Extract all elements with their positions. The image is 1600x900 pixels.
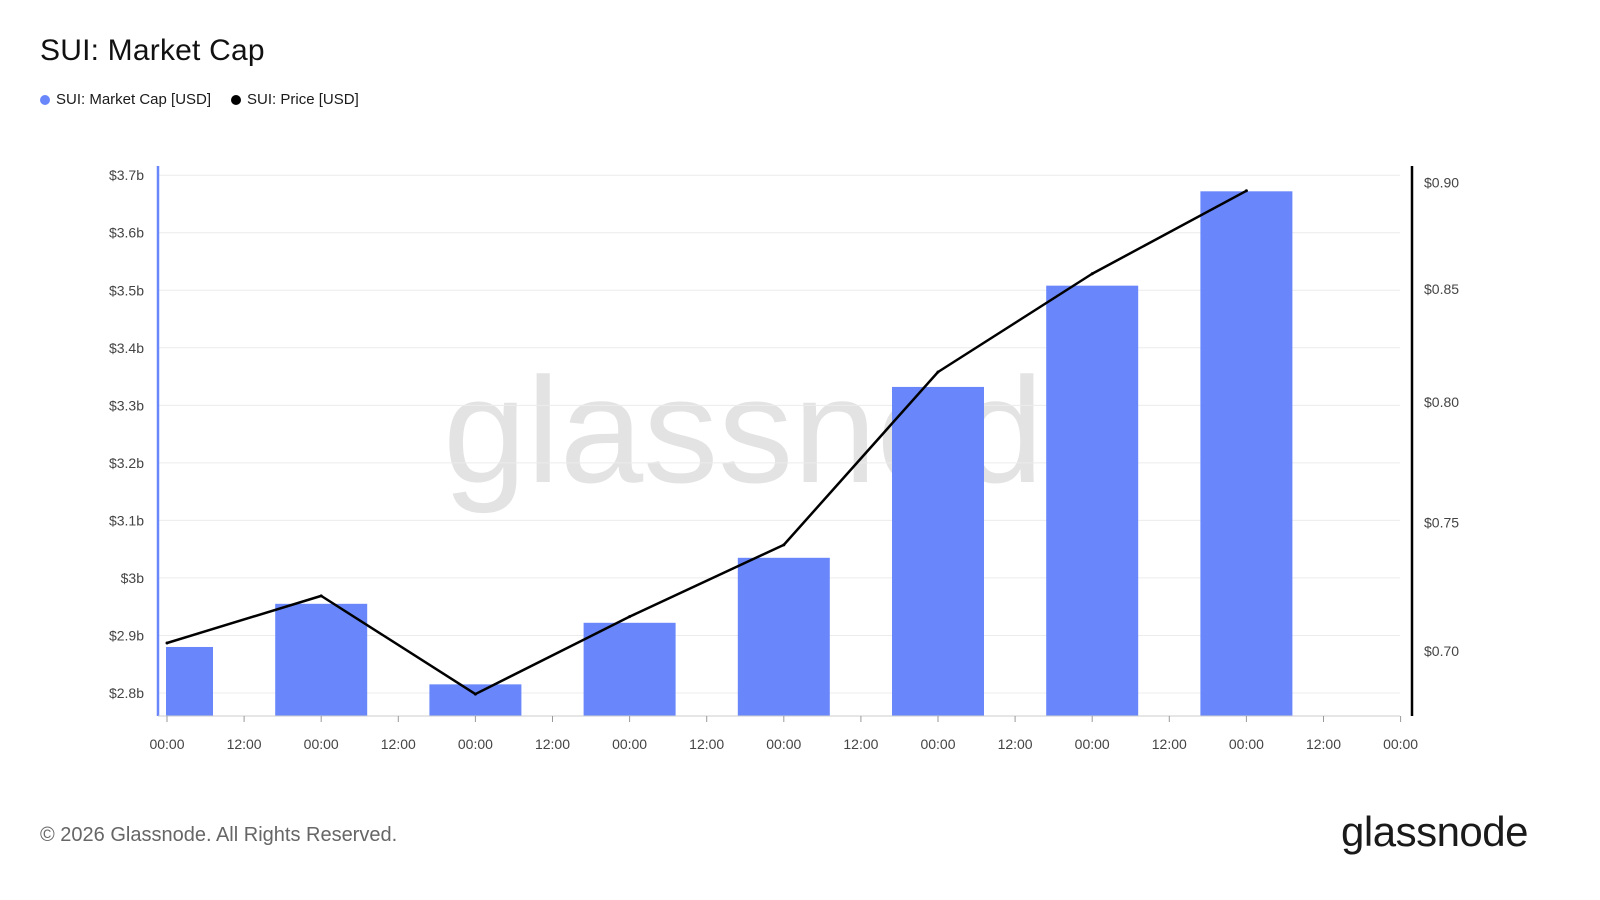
legend-label-market-cap: SUI: Market Cap [USD] (56, 91, 212, 108)
legend: SUI: Market Cap [USD] SUI: Price [USD] (40, 91, 359, 108)
left-axis-tick-label: $3.5b (109, 282, 144, 298)
price-point (782, 543, 786, 547)
x-axis-tick-label: 00:00 (766, 736, 801, 752)
price-point (936, 370, 940, 374)
price-point (473, 692, 477, 696)
x-axis-tick-label: 00:00 (612, 736, 647, 752)
x-axis-tick-label: 00:00 (458, 736, 493, 752)
legend-dot-market-cap (40, 94, 50, 105)
x-axis-tick-label: 12:00 (843, 736, 878, 752)
x-axis-tick-label: 00:00 (1229, 736, 1264, 752)
right-axis-tick-label: $0.90 (1424, 174, 1459, 190)
price-point (165, 641, 169, 645)
market-cap-bar[interactable] (583, 622, 676, 716)
right-axis-tick-label: $0.80 (1424, 394, 1459, 410)
right-axis-tick-label: $0.75 (1424, 514, 1459, 530)
x-axis-tick-label: 00:00 (920, 736, 955, 752)
grid-lines (158, 174, 1400, 694)
market-cap-bar[interactable] (1046, 285, 1139, 716)
x-axis-tick-label: 12:00 (689, 736, 724, 752)
left-axis-tick-label: $2.9b (109, 627, 144, 643)
price-point (628, 615, 632, 619)
x-axis-tick-label: 00:00 (1383, 736, 1418, 752)
x-axis-tick-label: 00:00 (304, 736, 339, 752)
right-axis-tick-label: $0.70 (1424, 643, 1459, 659)
x-axis-tick-label: 12:00 (1152, 736, 1187, 752)
left-axis-ticks: $2.8b $2.9b $3b $3.1b $3.2b $3.3b $3.4b $3.5b $3… (109, 167, 144, 701)
x-axis-tick-label: 00:00 (149, 736, 184, 752)
left-axis-tick-label: $3.1b (109, 512, 144, 528)
left-axis-tick-label: $3b (121, 570, 145, 586)
price-line-group (165, 189, 1248, 696)
legend-label-price: SUI: Price [USD] (247, 91, 359, 108)
x-axis-tick-label: 12:00 (535, 736, 570, 752)
x-axis-ticks: 00:00 12:00 00:00 12:00 00:00 12:00 00:00 12:00… (149, 716, 1418, 752)
market-cap-bar[interactable] (737, 557, 830, 716)
glassnode-logo[interactable]: glassnode (1341, 808, 1528, 855)
left-axis-tick-label: $3.7b (109, 167, 144, 183)
right-axis-tick-label: $0.85 (1424, 281, 1459, 297)
x-axis-tick-label: 12:00 (998, 736, 1033, 752)
market-cap-bar[interactable] (166, 646, 213, 716)
chart-title: SUI: Market Cap (40, 34, 265, 67)
market-cap-bar[interactable] (892, 386, 984, 716)
x-axis-tick-label: 00:00 (1075, 736, 1110, 752)
x-axis-tick-label: 12:00 (381, 736, 416, 752)
market-cap-bar[interactable] (429, 684, 522, 716)
price-point (1090, 272, 1094, 276)
left-axis-tick-label: $3.3b (109, 397, 144, 413)
market-cap-bars (166, 191, 1293, 716)
legend-item-price[interactable]: SUI: Price [USD] (231, 91, 359, 108)
copyright-footer: © 2026 Glassnode. All Rights Reserved. (40, 824, 398, 846)
left-axis-tick-label: $3.6b (109, 225, 144, 241)
legend-item-market-cap[interactable]: SUI: Market Cap [USD] (40, 91, 211, 108)
price-point (1244, 189, 1248, 193)
left-axis-tick-label: $3.4b (109, 340, 144, 356)
price-point (319, 594, 323, 598)
watermark-text: glassnode (443, 346, 1127, 514)
x-axis-tick-label: 12:00 (1306, 736, 1341, 752)
x-axis-tick-label: 12:00 (227, 736, 262, 752)
right-axis-ticks: $0.70 $0.75 $0.80 $0.85 $0.90 (1424, 174, 1459, 658)
legend-dot-price (231, 94, 242, 105)
market-cap-bar[interactable] (1200, 191, 1293, 716)
market-cap-bar[interactable] (275, 603, 368, 716)
left-axis-tick-label: $2.8b (109, 685, 144, 701)
axes (156, 166, 1414, 717)
price-line[interactable] (166, 189, 1247, 696)
left-axis-tick-label: $3.2b (109, 455, 144, 471)
